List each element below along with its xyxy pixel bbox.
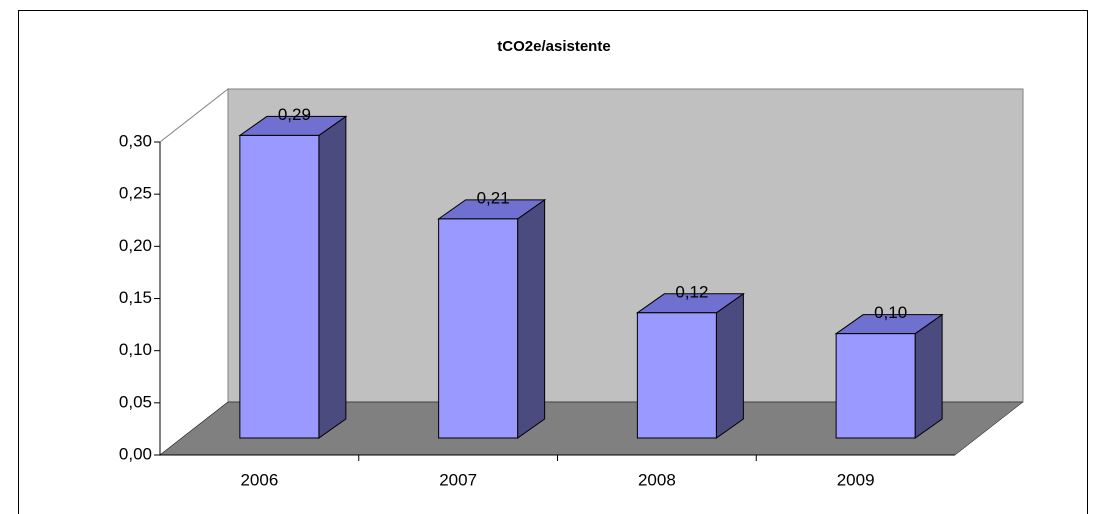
bar — [239, 134, 320, 439]
y-tick-label: 0,10 — [119, 340, 152, 359]
x-tick-label: 2007 — [439, 470, 477, 489]
bar — [438, 218, 519, 439]
y-tick-label: 0,20 — [119, 236, 152, 255]
y-tick-label: 0,00 — [119, 444, 152, 463]
data-label: 0,12 — [675, 282, 708, 301]
bar-side — [517, 198, 546, 439]
bar — [835, 333, 916, 439]
chart-title: tCO2e/asistente — [497, 38, 610, 55]
y-tick-label: 0,25 — [119, 184, 152, 203]
bar-side — [715, 292, 744, 439]
bar-side — [914, 313, 943, 439]
bar — [636, 312, 717, 439]
x-tick-label: 2006 — [240, 470, 278, 489]
data-label: 0,10 — [874, 303, 907, 322]
side-wall — [159, 87, 229, 457]
data-label: 0,21 — [477, 188, 510, 207]
data-label: 0,29 — [278, 105, 311, 124]
y-tick-label: 0,15 — [119, 288, 152, 307]
x-tick-label: 2008 — [638, 470, 676, 489]
x-tick-label: 2009 — [837, 470, 875, 489]
y-tick-label: 0,30 — [119, 131, 152, 150]
y-tick-label: 0,05 — [119, 392, 152, 411]
bar-side — [318, 115, 347, 439]
